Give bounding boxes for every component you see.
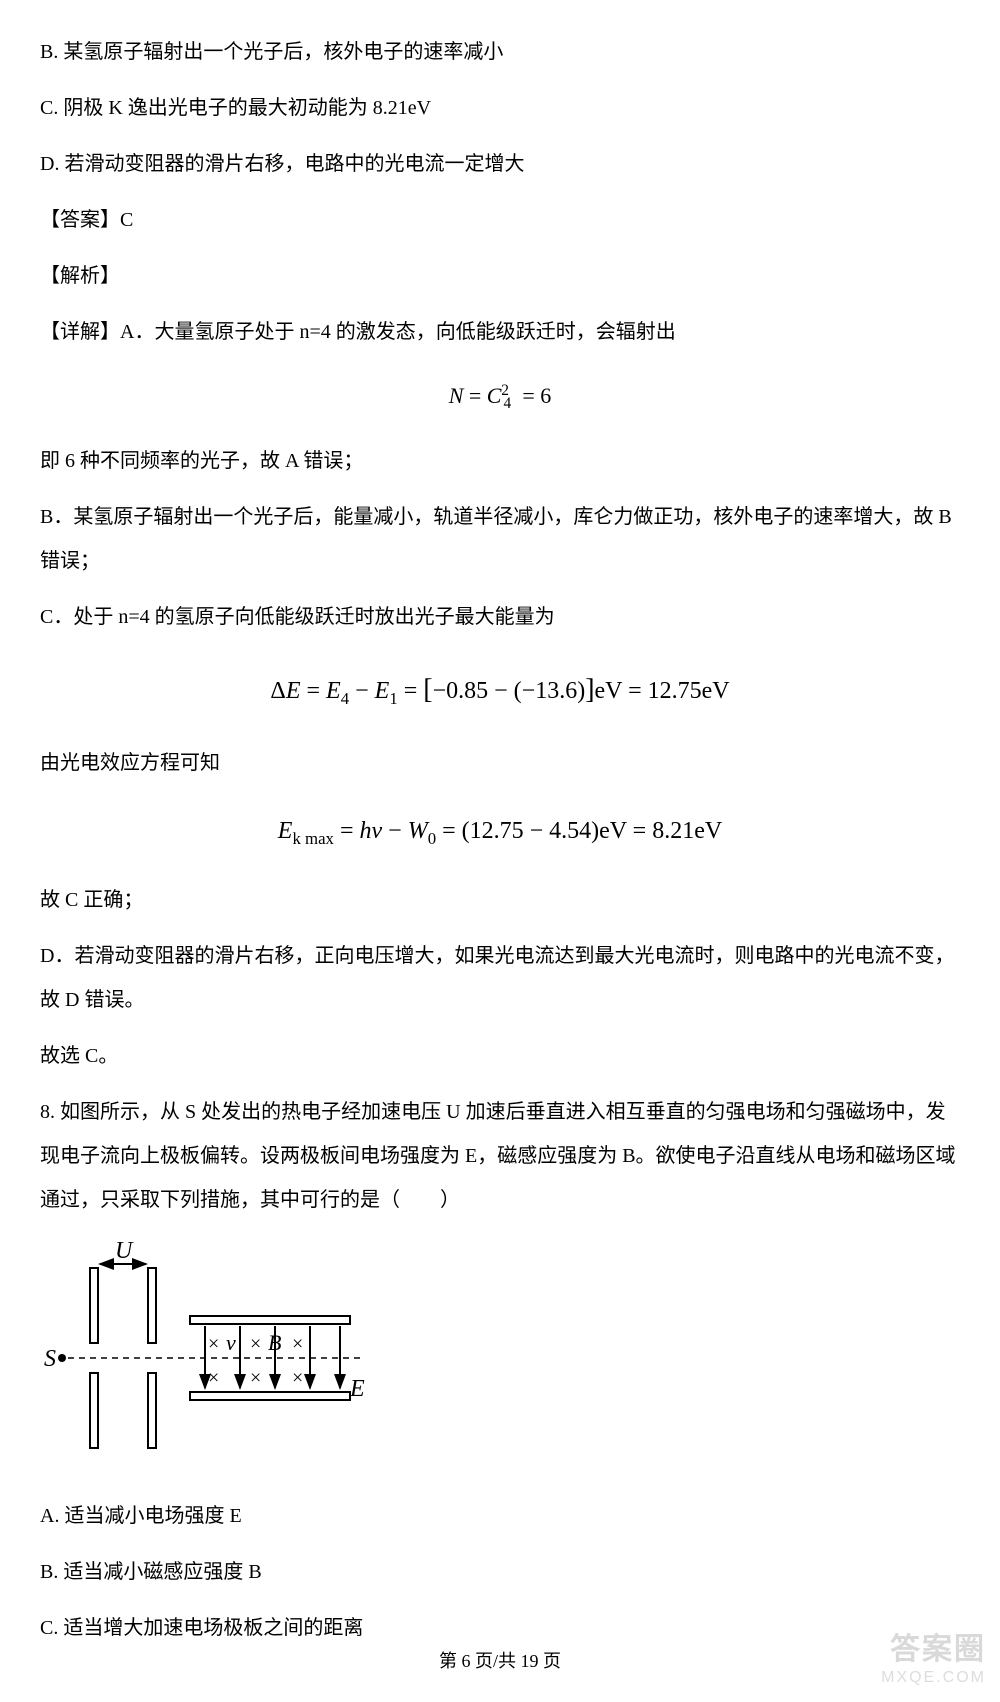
detail-a-intro: 【详解】A．大量氢原子处于 n=4 的激发态，向低能级跃迁时，会辐射出 (40, 310, 960, 354)
label-s: S (44, 1346, 56, 1372)
option-d: D. 若滑动变阻器的滑片右移，电路中的光电流一定增大 (40, 142, 960, 186)
formula-a: N = C42 = 6 (40, 372, 960, 421)
answer-line: 【答案】C (40, 198, 960, 242)
watermark: 答案圈 MXQE.COM (881, 1632, 986, 1687)
q8-option-a: A. 适当减小电场强度 E (40, 1494, 960, 1538)
formula-a-text: N = C42 = 6 (449, 383, 552, 408)
q8-figure: U S × × × × × × v B E (40, 1238, 960, 1474)
svg-text:×: × (250, 1367, 261, 1389)
svg-text:×: × (250, 1333, 261, 1355)
q8-option-b: B. 适当减小磁感应强度 B (40, 1550, 960, 1594)
q8-diagram-svg: U S × × × × × × v B E (40, 1238, 370, 1458)
detail-d: D．若滑动变阻器的滑片右移，正向电压增大，如果光电流达到最大光电流时，则电路中的… (40, 934, 960, 1022)
label-v: v (226, 1330, 236, 1355)
page-footer: 第 6 页/共 19 页 (0, 1642, 1000, 1682)
detail-b: B．某氢原子辐射出一个光子后，能量减小，轨道半径减小，库仑力做正功，核外电子的速… (40, 495, 960, 583)
detail-c-mid: 由光电效应方程可知 (40, 741, 960, 785)
b-field-crosses: × × × × × × (208, 1333, 303, 1389)
label-u: U (115, 1238, 134, 1264)
svg-text:×: × (292, 1333, 303, 1355)
formula-c1: ΔE = E4 − E1 = [−0.85 − (−13.6)]eV = 12.… (40, 659, 960, 721)
detail-final: 故选 C。 (40, 1034, 960, 1078)
option-c: C. 阴极 K 逸出光电子的最大初动能为 8.21eV (40, 86, 960, 130)
label-e: E (349, 1376, 365, 1402)
svg-text:×: × (292, 1367, 303, 1389)
q8-stem: 8. 如图所示，从 S 处发出的热电子经加速电压 U 加速后垂直进入相互垂直的匀… (40, 1090, 960, 1222)
watermark-line2: MXQE.COM (881, 1668, 986, 1687)
svg-text:×: × (208, 1333, 219, 1355)
watermark-line1: 答案圈 (881, 1632, 986, 1668)
detail-a-conclusion: 即 6 种不同频率的光子，故 A 错误； (40, 439, 960, 483)
explain-label: 【解析】 (40, 254, 960, 298)
detail-c-intro: C．处于 n=4 的氢原子向低能级跃迁时放出光子最大能量为 (40, 595, 960, 639)
svg-text:×: × (208, 1367, 219, 1389)
detail-c-conclusion: 故 C 正确； (40, 878, 960, 922)
formula-c2: Ek max = hν − W0 = (12.75 − 4.54)eV = 8.… (40, 805, 960, 858)
option-b: B. 某氢原子辐射出一个光子后，核外电子的速率减小 (40, 30, 960, 74)
